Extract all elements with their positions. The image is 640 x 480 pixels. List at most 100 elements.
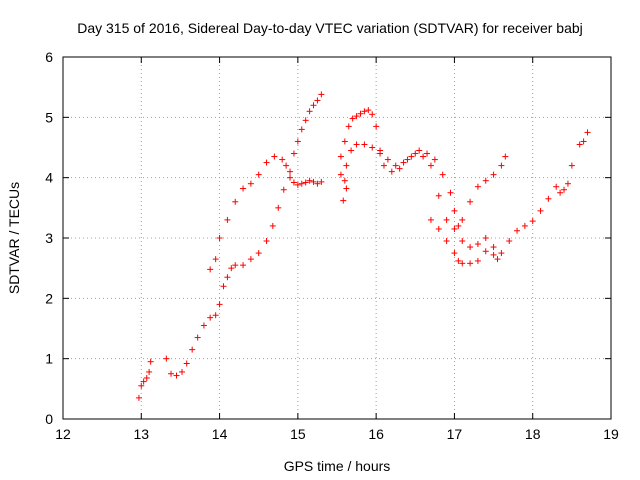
data-point (302, 117, 309, 124)
y-tick-label: 1 (45, 351, 53, 367)
data-point (580, 138, 587, 145)
data-point (467, 244, 474, 251)
data-point (494, 256, 501, 263)
data-point (168, 370, 175, 377)
data-point (502, 153, 509, 160)
data-point (306, 108, 313, 115)
data-point (443, 238, 450, 245)
x-tick-label: 12 (55, 426, 71, 442)
data-point (255, 171, 262, 178)
y-axis-label: SDTVAR / TECUs (6, 182, 22, 294)
data-point (343, 162, 350, 169)
data-point (506, 238, 513, 245)
data-point (302, 179, 309, 186)
data-point (314, 180, 321, 187)
x-tick-label: 17 (447, 426, 463, 442)
x-tick-label: 19 (603, 426, 619, 442)
data-point (275, 204, 282, 211)
data-point (220, 283, 227, 290)
data-point (255, 250, 262, 257)
data-point (224, 274, 231, 281)
data-point (467, 260, 474, 267)
data-point (247, 180, 254, 187)
data-point (290, 150, 297, 157)
data-point (189, 346, 196, 353)
data-point (279, 156, 286, 163)
data-point (451, 225, 458, 232)
data-point (143, 374, 150, 381)
data-point (377, 150, 384, 157)
data-point (384, 156, 391, 163)
x-axis-label: GPS time / hours (284, 458, 391, 474)
data-point (435, 192, 442, 199)
data-point (240, 185, 247, 192)
data-point (216, 235, 223, 241)
x-tick-label: 14 (212, 426, 228, 442)
data-point (341, 177, 348, 184)
data-point (361, 141, 368, 148)
data-point (247, 256, 254, 263)
data-point (318, 178, 325, 185)
data-point (443, 216, 450, 223)
data-point (584, 129, 591, 136)
data-point (183, 360, 190, 367)
data-point (271, 153, 278, 160)
data-point (490, 244, 497, 251)
data-point (498, 162, 505, 169)
data-point (232, 262, 239, 269)
data-point (294, 138, 301, 145)
y-tick-label: 4 (45, 170, 53, 186)
data-point (514, 227, 521, 234)
data-points (135, 91, 591, 401)
data-point (427, 216, 434, 223)
data-point (459, 260, 466, 267)
data-point (380, 162, 387, 169)
data-point (173, 372, 180, 379)
data-point (455, 222, 462, 229)
data-point (431, 156, 438, 163)
data-point (451, 250, 458, 257)
data-point (568, 162, 575, 169)
x-tick-label: 15 (290, 426, 306, 442)
data-point (340, 197, 347, 204)
data-point (294, 181, 301, 188)
grid-lines (63, 57, 611, 419)
data-point (357, 110, 364, 117)
data-point (424, 150, 431, 157)
data-point (287, 174, 294, 181)
data-point (420, 153, 427, 160)
data-point (416, 147, 423, 154)
data-point (194, 334, 201, 341)
data-point (404, 156, 411, 163)
data-point (138, 382, 145, 389)
data-point (298, 180, 305, 187)
data-point (561, 186, 568, 193)
data-point (427, 162, 434, 169)
data-point (557, 189, 564, 196)
x-tick-label: 13 (133, 426, 149, 442)
data-point (163, 355, 170, 362)
data-point (318, 91, 325, 98)
data-point (212, 312, 219, 319)
data-point (135, 394, 142, 401)
data-point (353, 141, 360, 148)
data-point (341, 138, 348, 145)
data-point (576, 141, 583, 148)
data-point (310, 178, 317, 185)
data-point (224, 216, 231, 223)
data-point (298, 126, 305, 133)
data-point (455, 257, 462, 264)
y-tick-label: 3 (45, 230, 53, 246)
data-point (240, 262, 247, 269)
data-point (348, 147, 355, 154)
data-point (232, 198, 239, 205)
data-point (207, 314, 214, 321)
data-point (306, 177, 313, 184)
data-point (482, 248, 489, 255)
data-point (369, 144, 376, 151)
data-point (373, 123, 380, 130)
data-point (361, 108, 368, 115)
data-point (212, 256, 219, 263)
data-point (482, 177, 489, 184)
